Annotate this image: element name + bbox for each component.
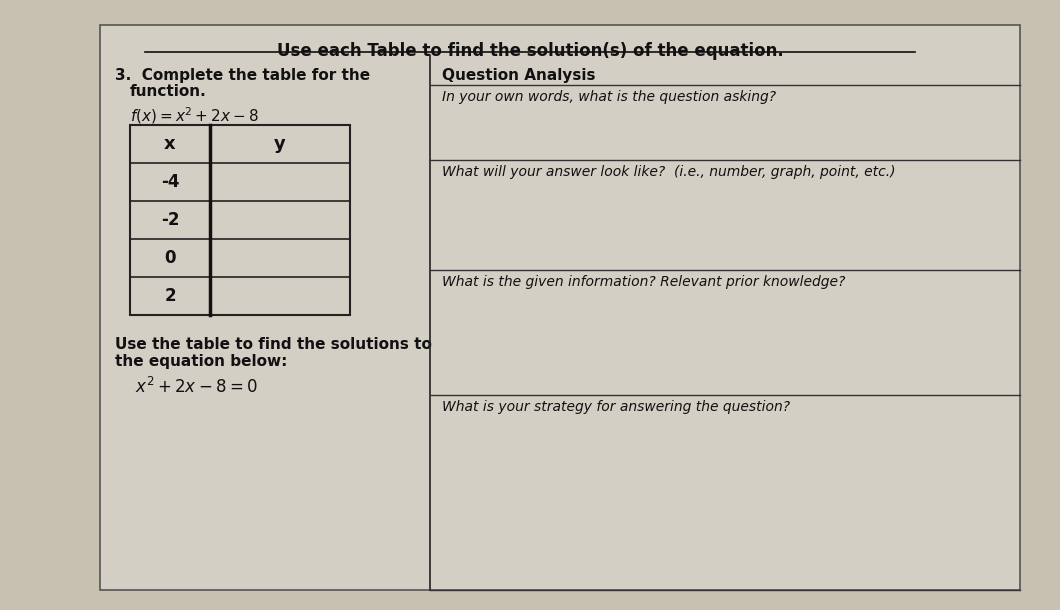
Bar [100, 25, 1020, 590]
Text: x: x [164, 135, 176, 153]
Text: function.: function. [130, 84, 207, 99]
Text: What is your strategy for answering the question?: What is your strategy for answering the … [442, 400, 790, 414]
Text: -2: -2 [161, 211, 179, 229]
Text: -4: -4 [161, 173, 179, 191]
Text: y: y [275, 135, 286, 153]
Text: What is the given information? Relevant prior knowledge?: What is the given information? Relevant … [442, 275, 846, 289]
Text: 3.  Complete the table for the: 3. Complete the table for the [114, 68, 370, 83]
Text: What will your answer look like?  (i.e., number, graph, point, etc.): What will your answer look like? (i.e., … [442, 165, 896, 179]
Text: $x^2 + 2x - 8 = 0$: $x^2 + 2x - 8 = 0$ [135, 377, 258, 397]
Text: 0: 0 [164, 249, 176, 267]
Text: Question Analysis: Question Analysis [442, 68, 596, 83]
Text: Use each Table to find the solution(s) of the equation.: Use each Table to find the solution(s) o… [277, 42, 783, 60]
Bar [130, 125, 350, 315]
Text: Use the table to find the solutions to
the equation below:: Use the table to find the solutions to t… [114, 337, 431, 370]
Text: $f(x) = x^2 + 2x - 8$: $f(x) = x^2 + 2x - 8$ [130, 105, 259, 126]
Text: In your own words, what is the question asking?: In your own words, what is the question … [442, 90, 776, 104]
Text: 2: 2 [164, 287, 176, 305]
